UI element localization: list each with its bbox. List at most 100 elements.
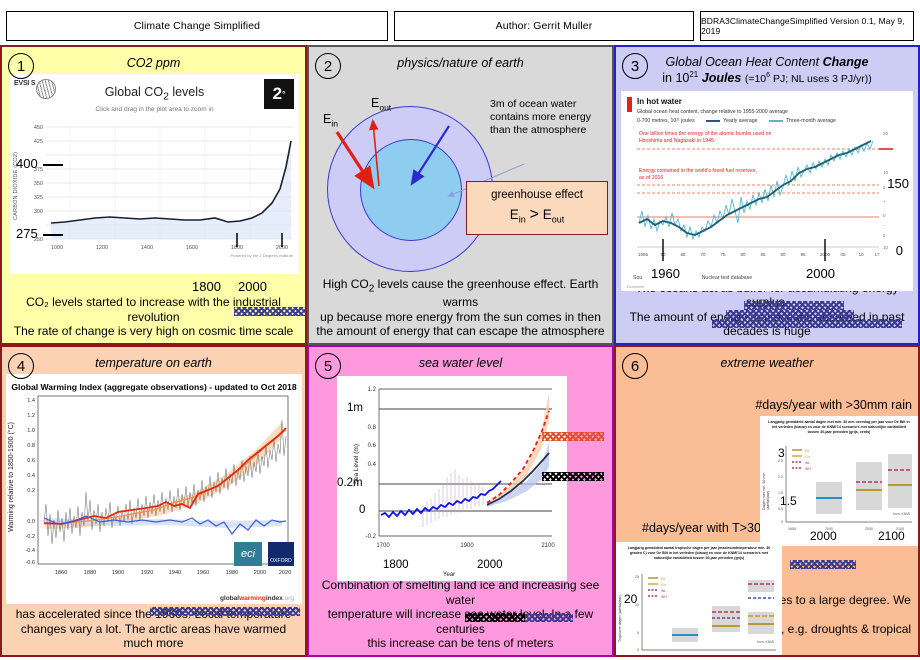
- panel-co2-ppm: 1 CO2 ppm EVSI S 2 ° Global CO2 levels Cl…: [0, 45, 307, 345]
- temp-mark-2100: 2100: [734, 656, 761, 657]
- two-degrees-logo: 2 °: [264, 79, 294, 109]
- svg-text:0.4: 0.4: [368, 462, 377, 468]
- svg-text:425: 425: [34, 139, 43, 145]
- svg-text:0.4: 0.4: [27, 473, 35, 479]
- temp-y-axis-label: Tropische dagen (aantal/jaar): [618, 595, 622, 642]
- panel-1-title: CO2 ppm: [126, 56, 181, 70]
- marker-hatch-5a: [465, 613, 525, 622]
- svg-text:2000: 2000: [254, 570, 266, 576]
- svg-text:-0.4: -0.4: [25, 548, 35, 554]
- svg-text:10: 10: [858, 252, 864, 257]
- svg-text:2000: 2000: [276, 245, 288, 251]
- svg-text:0.2: 0.2: [27, 488, 35, 494]
- svg-text:0.6: 0.6: [27, 458, 35, 464]
- panel-5-caption-line3: this increase can be tens of meters: [367, 636, 554, 651]
- rain-dutch-caption: Langjarig gemiddeld aantal dagen met min…: [768, 420, 910, 434]
- sea-level-mark-0: 0: [359, 504, 366, 516]
- svg-text:1000: 1000: [51, 245, 63, 251]
- svg-text:bron: KNMI: bron: KNMI: [893, 512, 910, 516]
- svg-text:2000: 2000: [825, 527, 833, 531]
- ohc-plot-svg: 20 10 5 + 0 - 5 10 1955 60 65 70: [637, 131, 893, 262]
- heading-hot-days: #days/year with T>300C: [642, 520, 774, 536]
- legend-hatch-low: [542, 472, 604, 481]
- ohc-annotation-2: Energy contained in the world's fossil f…: [639, 168, 757, 182]
- svg-text:GL: GL: [805, 449, 810, 453]
- oxford-logo: OXFORD: [268, 542, 294, 566]
- ohc-chart-title: In hot water: [637, 97, 682, 107]
- sea-level-x-axis-label: Year: [443, 572, 456, 578]
- svg-text:WL: WL: [661, 589, 666, 593]
- ocean-energy-note: 3m of ocean water contains more energy t…: [490, 98, 591, 137]
- svg-text:1900: 1900: [112, 570, 124, 576]
- accent-bar: [627, 97, 632, 113]
- ocean-heat-chart: In hot water Global ocean heat content, …: [621, 91, 913, 292]
- panel-number-6: 6: [622, 353, 648, 379]
- svg-text:1.2: 1.2: [27, 413, 35, 419]
- svg-text:2.5: 2.5: [778, 459, 783, 463]
- svg-text:1950: 1950: [788, 527, 796, 531]
- svg-text:1.4: 1.4: [27, 398, 35, 404]
- co2-chart[interactable]: EVSI S 2 ° Global CO2 levels Click and dr…: [10, 74, 299, 274]
- label-e-out: Eout: [371, 96, 392, 113]
- svg-text:1860: 1860: [55, 570, 67, 576]
- svg-text:1200: 1200: [96, 245, 108, 251]
- sea-level-mark-1m: 1m: [347, 402, 363, 414]
- rain-y-axis-label: Dagen met min. 30 mm (aantal/jaar): [762, 472, 770, 510]
- panel-number-2: 2: [315, 53, 341, 79]
- gwi-brand: globalwarmingindex.org: [219, 595, 294, 602]
- rain-plot-svg: GL GH WL WH 2.5 2.0 1.5 0.5 0: [778, 446, 912, 531]
- svg-text:0: 0: [637, 648, 639, 652]
- panel-1-caption-line2: The rate of change is very high on cosmi…: [13, 324, 294, 339]
- svg-text:375: 375: [34, 167, 43, 173]
- svg-text:95: 95: [800, 252, 806, 257]
- svg-text:2.0: 2.0: [778, 475, 783, 479]
- greenhouse-box-title: greenhouse effect: [491, 188, 583, 201]
- ohc-annotation-1: One billion times the energy of the atom…: [639, 131, 772, 145]
- panel-5-title: sea water level: [418, 356, 503, 370]
- panel-ocean-heat: 3 Global Ocean Heat Content Change in 10…: [614, 45, 920, 345]
- svg-text:1600: 1600: [186, 245, 198, 251]
- panel-4-body: Global Warming Index (aggregate observat…: [2, 374, 305, 616]
- svg-text:1.2: 1.2: [368, 387, 377, 393]
- svg-text:-0.2: -0.2: [25, 534, 35, 540]
- svg-text:250: 250: [34, 237, 43, 243]
- panel-2-caption-line2: up because more energy from the sun come…: [320, 309, 601, 324]
- ohc-mark-2000: 2000: [806, 266, 835, 282]
- marker-hatch-1: [234, 307, 305, 316]
- svg-text:WH: WH: [805, 467, 811, 471]
- svg-text:85: 85: [760, 252, 766, 257]
- svg-text:bron: KNMI: bron: KNMI: [757, 640, 774, 644]
- sea-level-chart: Sea Level (m) Year: [337, 376, 567, 581]
- sea-level-mark-1800: 1800: [383, 559, 409, 571]
- svg-text:70: 70: [700, 252, 706, 257]
- temp-mark-20: 20: [624, 592, 638, 606]
- ohc-chart-sub1: Global ocean heat content, change relati…: [637, 109, 788, 116]
- svg-text:1950: 1950: [644, 656, 652, 657]
- svg-text:1800: 1800: [231, 245, 243, 251]
- svg-text:GL: GL: [661, 577, 666, 581]
- co2-mark-275: 275: [16, 226, 63, 241]
- sea-level-mark-02m: 0.2m: [337, 477, 363, 489]
- temp-dutch-caption: Langjarig gemiddeld aantal tropische dag…: [627, 546, 771, 560]
- panel-3-body: In hot water Global ocean heat content, …: [616, 91, 918, 329]
- page-title: Climate Change Simplified: [133, 19, 261, 32]
- svg-text:1900: 1900: [460, 543, 474, 549]
- panel-6-body: #days/year with >30mm rain #days/year wi…: [616, 374, 918, 655]
- panel-physics-earth: 2 physics/nature of earth: [307, 45, 614, 345]
- author-label: Author: Gerrit Muller: [495, 19, 593, 32]
- panel-5-body: Sea Level (m) Year: [309, 374, 612, 622]
- svg-text:450: 450: [34, 125, 43, 131]
- svg-text:WL: WL: [805, 461, 810, 465]
- rain-mark-2000: 2000: [810, 529, 837, 543]
- svg-text:1.5: 1.5: [778, 491, 783, 495]
- greenhouse-box-formula: Ein > Eout: [509, 205, 565, 225]
- panel-1-caption-line1: CO₂ levels started to increase with the …: [26, 295, 281, 324]
- panel-5-caption-line1: Combination of smelting land ice and inc…: [321, 577, 600, 607]
- sea-level-plot-svg: 1700 1900 2100 1.2 0.8 0.6 0.4 -0.2: [366, 387, 556, 549]
- ohc-mark-150: 150: [887, 176, 909, 192]
- svg-text:-0.6: -0.6: [25, 560, 35, 566]
- ohc-source: Sou Nuclear test database: [633, 275, 753, 282]
- svg-text:05: 05: [840, 252, 846, 257]
- svg-text:10: 10: [883, 170, 889, 175]
- legend-hatch-high: [542, 432, 604, 441]
